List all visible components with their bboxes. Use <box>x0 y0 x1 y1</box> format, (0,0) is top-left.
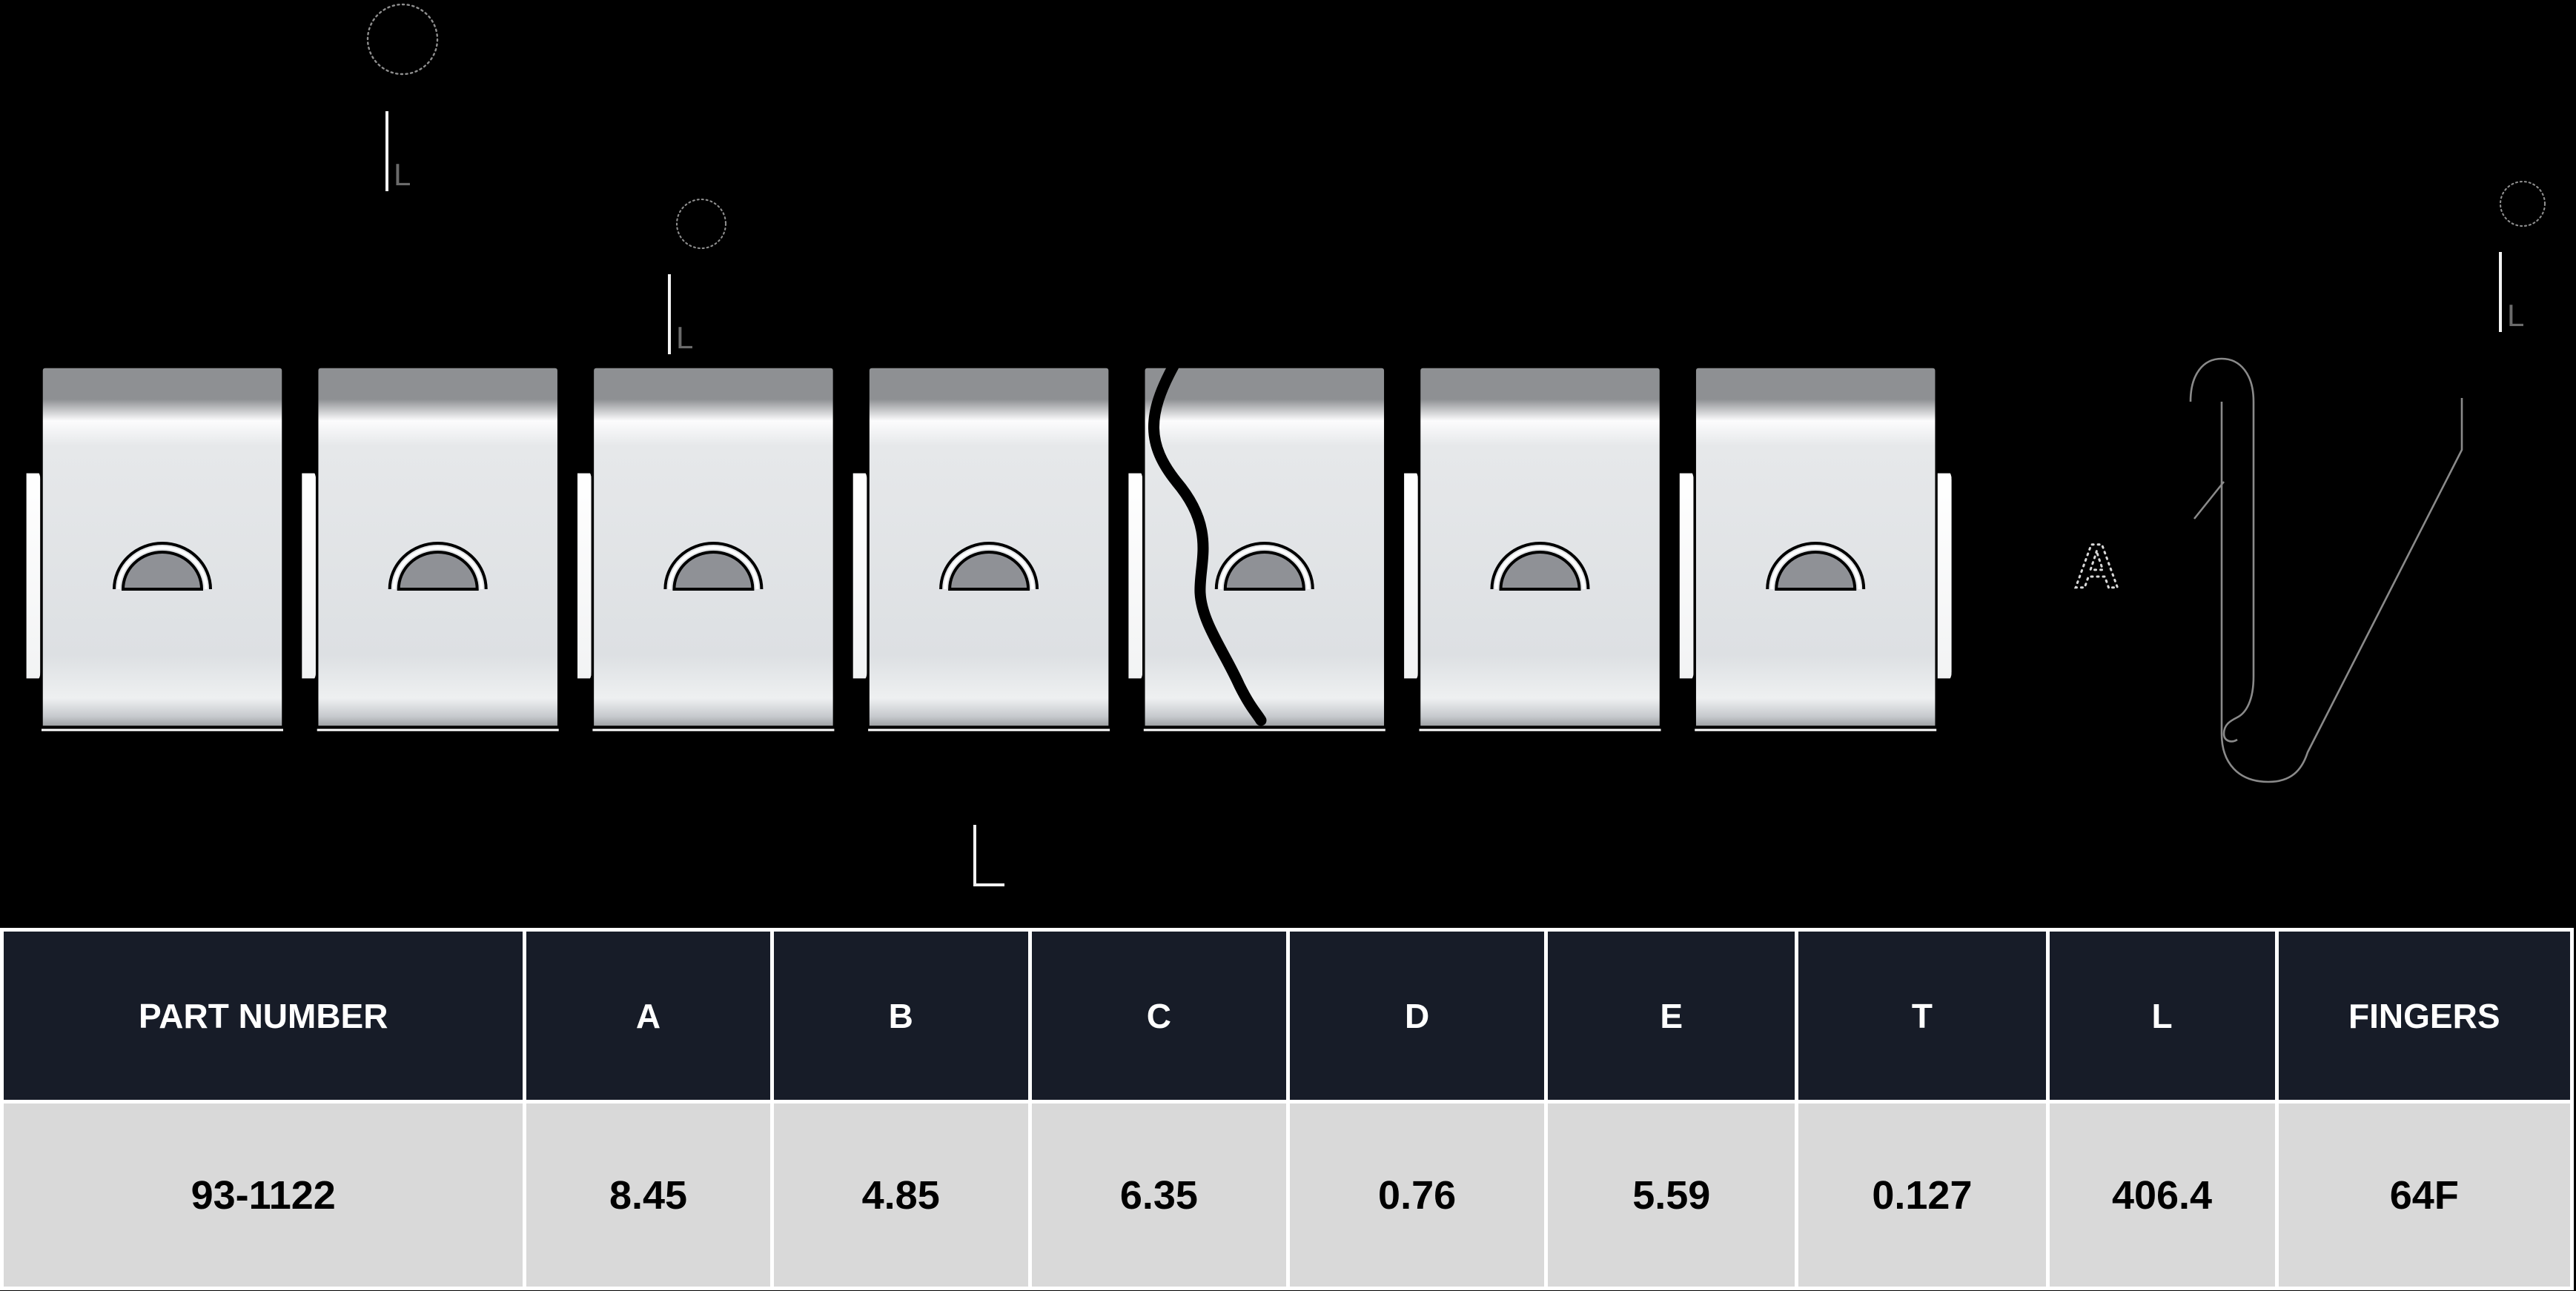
svg-text:A: A <box>2074 531 2119 601</box>
